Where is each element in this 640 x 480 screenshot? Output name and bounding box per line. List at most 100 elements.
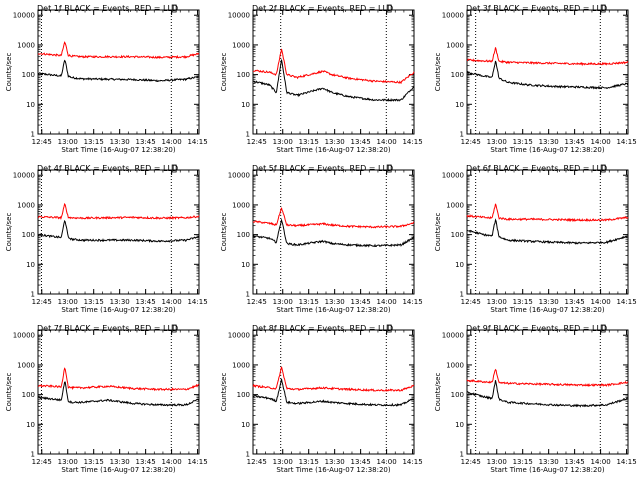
x-tick-label: 13:15 [84, 458, 104, 466]
series-lld [466, 203, 629, 223]
y-axis-label: Counts/sec [220, 213, 228, 252]
x-tick-label: 13:45 [351, 458, 371, 466]
y-tick-label: 10000 [228, 172, 250, 180]
y-tick-label: 1000 [17, 361, 35, 369]
plot-frame [37, 169, 200, 295]
y-tick-label: 100 [237, 71, 250, 79]
x-tick-label: 14:00 [591, 458, 611, 466]
x-tick-label: 12:45 [461, 138, 481, 146]
y-tick-label: 1000 [232, 41, 250, 49]
x-tick-label: 13:15 [299, 138, 319, 146]
x-tick-label: 14:00 [377, 298, 397, 306]
marker-box [386, 4, 392, 13]
y-axis-label: Counts/sec [5, 213, 13, 252]
series-lld [466, 47, 629, 67]
x-tick-label: 14:15 [187, 458, 207, 466]
series-events [252, 59, 415, 102]
y-tick-label: 1 [31, 131, 35, 139]
y-tick-label: 1 [246, 131, 250, 139]
y-tick-label: 1 [31, 451, 35, 459]
x-tick-label: 13:00 [58, 138, 78, 146]
plot-frame [252, 169, 415, 295]
x-tick-label: 13:15 [513, 458, 533, 466]
x-tick-label: 14:15 [616, 298, 636, 306]
x-tick-label: 13:45 [136, 138, 156, 146]
x-tick-label: 13:00 [273, 138, 293, 146]
plot-frame [466, 169, 629, 295]
x-axis-label: Start Time (16-Aug-07 12:38:20) [276, 306, 390, 314]
y-tick-label: 1000 [446, 41, 464, 49]
x-tick-label: 13:45 [136, 458, 156, 466]
marker-box [386, 164, 392, 173]
y-tick-label: 10000 [442, 12, 464, 20]
y-tick-label: 1 [31, 291, 35, 299]
x-tick-label: 14:15 [616, 138, 636, 146]
y-tick-label: 1000 [17, 41, 35, 49]
y-tick-label: 100 [22, 71, 35, 79]
x-tick-label: 13:45 [351, 138, 371, 146]
marker-box [171, 164, 177, 173]
x-tick-label: 14:15 [402, 458, 422, 466]
y-tick-label: 1000 [17, 201, 35, 209]
y-axis-label: Counts/sec [434, 373, 442, 412]
x-tick-label: 13:15 [513, 138, 533, 146]
y-tick-label: 10000 [13, 172, 35, 180]
series-lld [252, 207, 415, 229]
x-tick-label: 13:30 [539, 298, 559, 306]
marker-box [386, 324, 392, 333]
y-tick-label: 1 [460, 291, 464, 299]
series-lld [466, 368, 629, 388]
y-tick-label: 100 [22, 391, 35, 399]
panel-3: Det 3f BLACK = Events, RED = LLD 1 10 100 10… [434, 4, 637, 154]
x-tick-label: 13:00 [273, 298, 293, 306]
panel-6: Det 6f BLACK = Events, RED = LLD 1 10 100 10… [434, 164, 637, 314]
x-tick-label: 12:45 [32, 138, 52, 146]
x-tick-label: 13:30 [325, 298, 345, 306]
plot-frame [37, 329, 200, 455]
panel-title: Det 2f BLACK = Events, RED = LLD [252, 4, 393, 13]
x-tick-label: 12:45 [247, 298, 267, 306]
marker-box [600, 164, 606, 173]
x-tick-label: 12:45 [247, 138, 267, 146]
y-tick-label: 10 [455, 101, 464, 109]
y-tick-label: 10000 [13, 12, 35, 20]
x-tick-label: 13:30 [539, 458, 559, 466]
y-tick-label: 10 [455, 261, 464, 269]
x-tick-label: 13:30 [539, 138, 559, 146]
y-tick-label: 100 [451, 231, 464, 239]
y-tick-label: 10 [455, 421, 464, 429]
plot-frame [252, 329, 415, 455]
panel-title: Det 6f BLACK = Events, RED = LLD [466, 164, 607, 173]
y-tick-label: 1 [460, 451, 464, 459]
x-axis-label: Start Time (16-Aug-07 12:38:20) [61, 466, 175, 474]
x-tick-label: 13:45 [565, 138, 585, 146]
x-tick-label: 13:45 [136, 298, 156, 306]
x-axis-label: Start Time (16-Aug-07 12:38:20) [490, 146, 604, 154]
x-tick-label: 13:15 [299, 458, 319, 466]
x-tick-label: 14:15 [187, 298, 207, 306]
x-tick-label: 12:45 [247, 458, 267, 466]
y-axis-label: Counts/sec [5, 53, 13, 92]
y-tick-label: 10 [26, 421, 35, 429]
y-axis-label: Counts/sec [220, 373, 228, 412]
x-tick-label: 13:30 [325, 138, 345, 146]
x-axis-label: Start Time (16-Aug-07 12:38:20) [276, 146, 390, 154]
panel-title: Det 5f BLACK = Events, RED = LLD [252, 164, 393, 173]
marker-box [600, 324, 606, 333]
x-tick-label: 14:15 [402, 138, 422, 146]
panel-title: Det 4f BLACK = Events, RED = LLD [37, 164, 178, 173]
series-events [37, 219, 200, 243]
x-tick-label: 13:45 [351, 298, 371, 306]
x-tick-label: 13:30 [110, 298, 130, 306]
x-tick-label: 14:00 [162, 298, 182, 306]
x-tick-label: 13:00 [487, 458, 507, 466]
series-lld [37, 202, 200, 221]
y-tick-label: 10 [26, 261, 35, 269]
panel-5: Det 5f BLACK = Events, RED = LLD 1 10 100 10… [220, 164, 423, 314]
series-events [37, 381, 200, 407]
x-tick-label: 13:00 [487, 298, 507, 306]
x-tick-label: 13:00 [58, 458, 78, 466]
panel-1: Det 1f BLACK = Events, RED = LLD 1 10 100 10… [5, 4, 208, 154]
series-lld [252, 366, 415, 392]
